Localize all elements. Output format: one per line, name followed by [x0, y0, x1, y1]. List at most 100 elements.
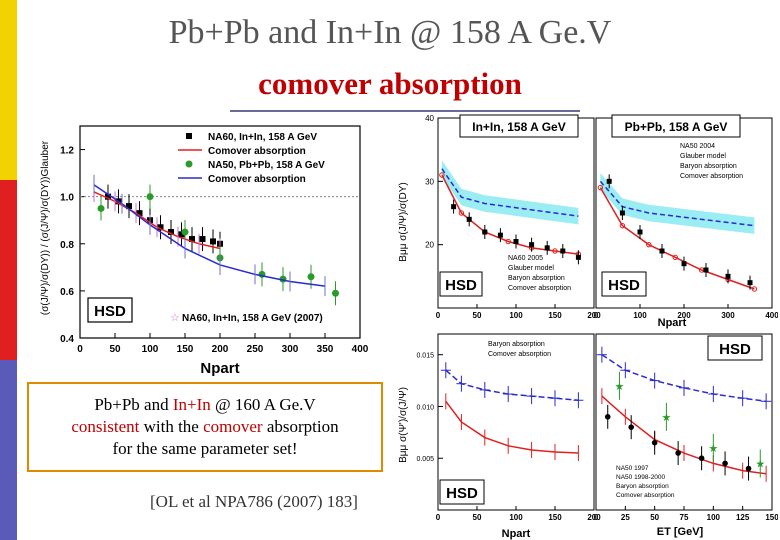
tr-label-left: In+In, 158 A GeV — [472, 120, 565, 134]
tr-data-point — [681, 261, 687, 267]
tr-xtick-label: 50 — [473, 311, 482, 320]
tr-ylabel: Bμμ σ(J/Ψ)/σ(DY) — [398, 182, 409, 261]
br-xtick-label: 75 — [680, 513, 689, 522]
left-hsd-box — [87, 297, 133, 323]
left-legend-3: NA50, Pb+Pb, 158 A GeV — [208, 160, 325, 171]
br-xtick-label: 100 — [509, 513, 523, 522]
br-hsd-box-2 — [707, 335, 763, 361]
left-data-point — [189, 236, 195, 243]
legend-marker-1 — [186, 133, 192, 139]
tr-legend-r2: Glauber model — [680, 153, 726, 160]
br-xtick-label: 150 — [548, 513, 562, 522]
tr-ytick-label: 40 — [425, 114, 434, 123]
left-xlabel: Npart — [200, 360, 239, 377]
summary-l1c: @ 160 A Ge.V — [215, 395, 316, 414]
br-na50-98-point — [745, 465, 752, 472]
br-na50-97-point: ★ — [708, 443, 718, 455]
tr-xlabel: Npart — [658, 317, 687, 329]
summary-l2c: comover — [203, 417, 263, 436]
sidebar-decoration — [0, 0, 17, 540]
tr-data-point — [529, 242, 535, 248]
br-xtick-label: 25 — [621, 513, 630, 522]
tr-legend-right: NA50 2004 Glauber model Baryon absorptio… — [680, 143, 743, 180]
left-data-point — [105, 193, 111, 200]
tr-comover-point — [646, 241, 652, 248]
left-data-point — [157, 224, 164, 231]
left-xtick-label: 200 — [212, 344, 229, 355]
br-legend-r4: Comover absorption — [616, 492, 675, 499]
br-xtick-label: 50 — [473, 513, 482, 522]
br-xtick-label: 0 — [594, 513, 599, 522]
left-data-point — [146, 193, 154, 201]
tr-data-point — [513, 239, 519, 244]
left-note: NA60, In+In, 158 A GeV (2007) — [182, 313, 323, 324]
tr-ytick-label: 30 — [425, 177, 434, 186]
left-data-point — [199, 236, 206, 243]
br-ytick-label: 0.010 — [416, 404, 434, 411]
br-legend-r3: Baryon absorption — [616, 483, 669, 490]
summary-l2d: absorption — [266, 417, 339, 436]
br-xtick-label: 125 — [736, 513, 750, 522]
tr-baryon-band — [600, 173, 755, 234]
tr-data-point — [637, 229, 643, 235]
br-xtick-label: 150 — [765, 513, 778, 522]
br-legend-r1: NA50 1997 — [616, 465, 649, 472]
tr-data-point — [606, 178, 612, 184]
left-data-point — [181, 228, 189, 236]
left-data-point — [210, 238, 216, 245]
br-na50-98-point — [722, 460, 728, 467]
tr-legend-l4: Comover absorption — [508, 285, 571, 292]
tr-data-point — [619, 210, 625, 216]
slide-title: Pb+Pb and In+In @ 158 A Ge.V — [168, 14, 612, 51]
left-xtick-label: 50 — [109, 344, 121, 355]
bottom-right-chart: Bμμ σ(Ψ')/σ(J/Ψ) Npart ET [GeV] 0.005 0.0… — [390, 330, 778, 540]
tr-comover-point — [439, 172, 445, 178]
tr-hsd-box-2 — [601, 271, 647, 297]
tr-label-right-box — [611, 114, 741, 138]
br-na50-98-point — [698, 455, 705, 462]
tr-data-point — [703, 267, 709, 273]
tr-data-point — [466, 216, 472, 222]
tr-xtick-label: 0 — [436, 311, 441, 320]
left-xtick-label: 0 — [77, 344, 83, 355]
tr-legend-l2: Glauber model — [508, 265, 554, 272]
tr-comover-point — [597, 184, 604, 191]
left-ytick-label: 0.6 — [60, 287, 74, 298]
title-rule — [230, 110, 580, 112]
left-data-point — [136, 210, 143, 217]
reference: [OL et al NPA786 (2007) 183] — [150, 492, 358, 511]
tr-comover-point — [672, 254, 678, 261]
tr-data-point — [451, 204, 457, 210]
br-na50-97-point: ★ — [615, 381, 625, 393]
tr-comover-point — [505, 238, 511, 245]
tr-hsd-label-2: HSD — [608, 277, 640, 294]
tr-xtick-label: 400 — [765, 311, 778, 320]
tr-xtick-label: 100 — [509, 311, 523, 320]
br-na50-98-point — [651, 439, 658, 446]
tr-xtick-label: 100 — [633, 311, 647, 320]
left-legend: NA60, In+In, 158 A GeV Comover absorptio… — [178, 132, 325, 185]
tr-baryon-line — [441, 168, 579, 217]
tr-data-point — [482, 229, 488, 235]
summary-line-3: for the same parameter set! — [112, 439, 298, 458]
tr-baryon-band — [441, 160, 579, 225]
br-na50-97-point: ★ — [755, 458, 765, 470]
tr-data-point — [747, 280, 753, 286]
br-legend-right: NA50 1997 NA50 1998-2000 Baryon absorpti… — [616, 465, 675, 499]
tr-data-point — [575, 254, 581, 260]
summary-l1b: In+In — [172, 395, 211, 414]
br-xtick-label: 100 — [707, 513, 721, 522]
tr-comover-point — [619, 222, 626, 229]
left-data-point — [168, 229, 174, 235]
br-comover-line — [601, 395, 767, 475]
tr-data-point — [544, 245, 550, 251]
br-xlabel-right: ET [GeV] — [657, 526, 704, 538]
br-xlabel-left: Npart — [502, 528, 531, 540]
left-data-point — [97, 204, 105, 212]
tr-xtick-label: 300 — [721, 311, 735, 320]
br-xtick-label: 50 — [650, 513, 659, 522]
left-xtick-label: 400 — [352, 344, 369, 355]
left-ytick-label: 0.4 — [60, 334, 74, 345]
tr-xtick-label: 0 — [594, 311, 599, 320]
left-legend-4: Comover absorption — [208, 174, 306, 185]
